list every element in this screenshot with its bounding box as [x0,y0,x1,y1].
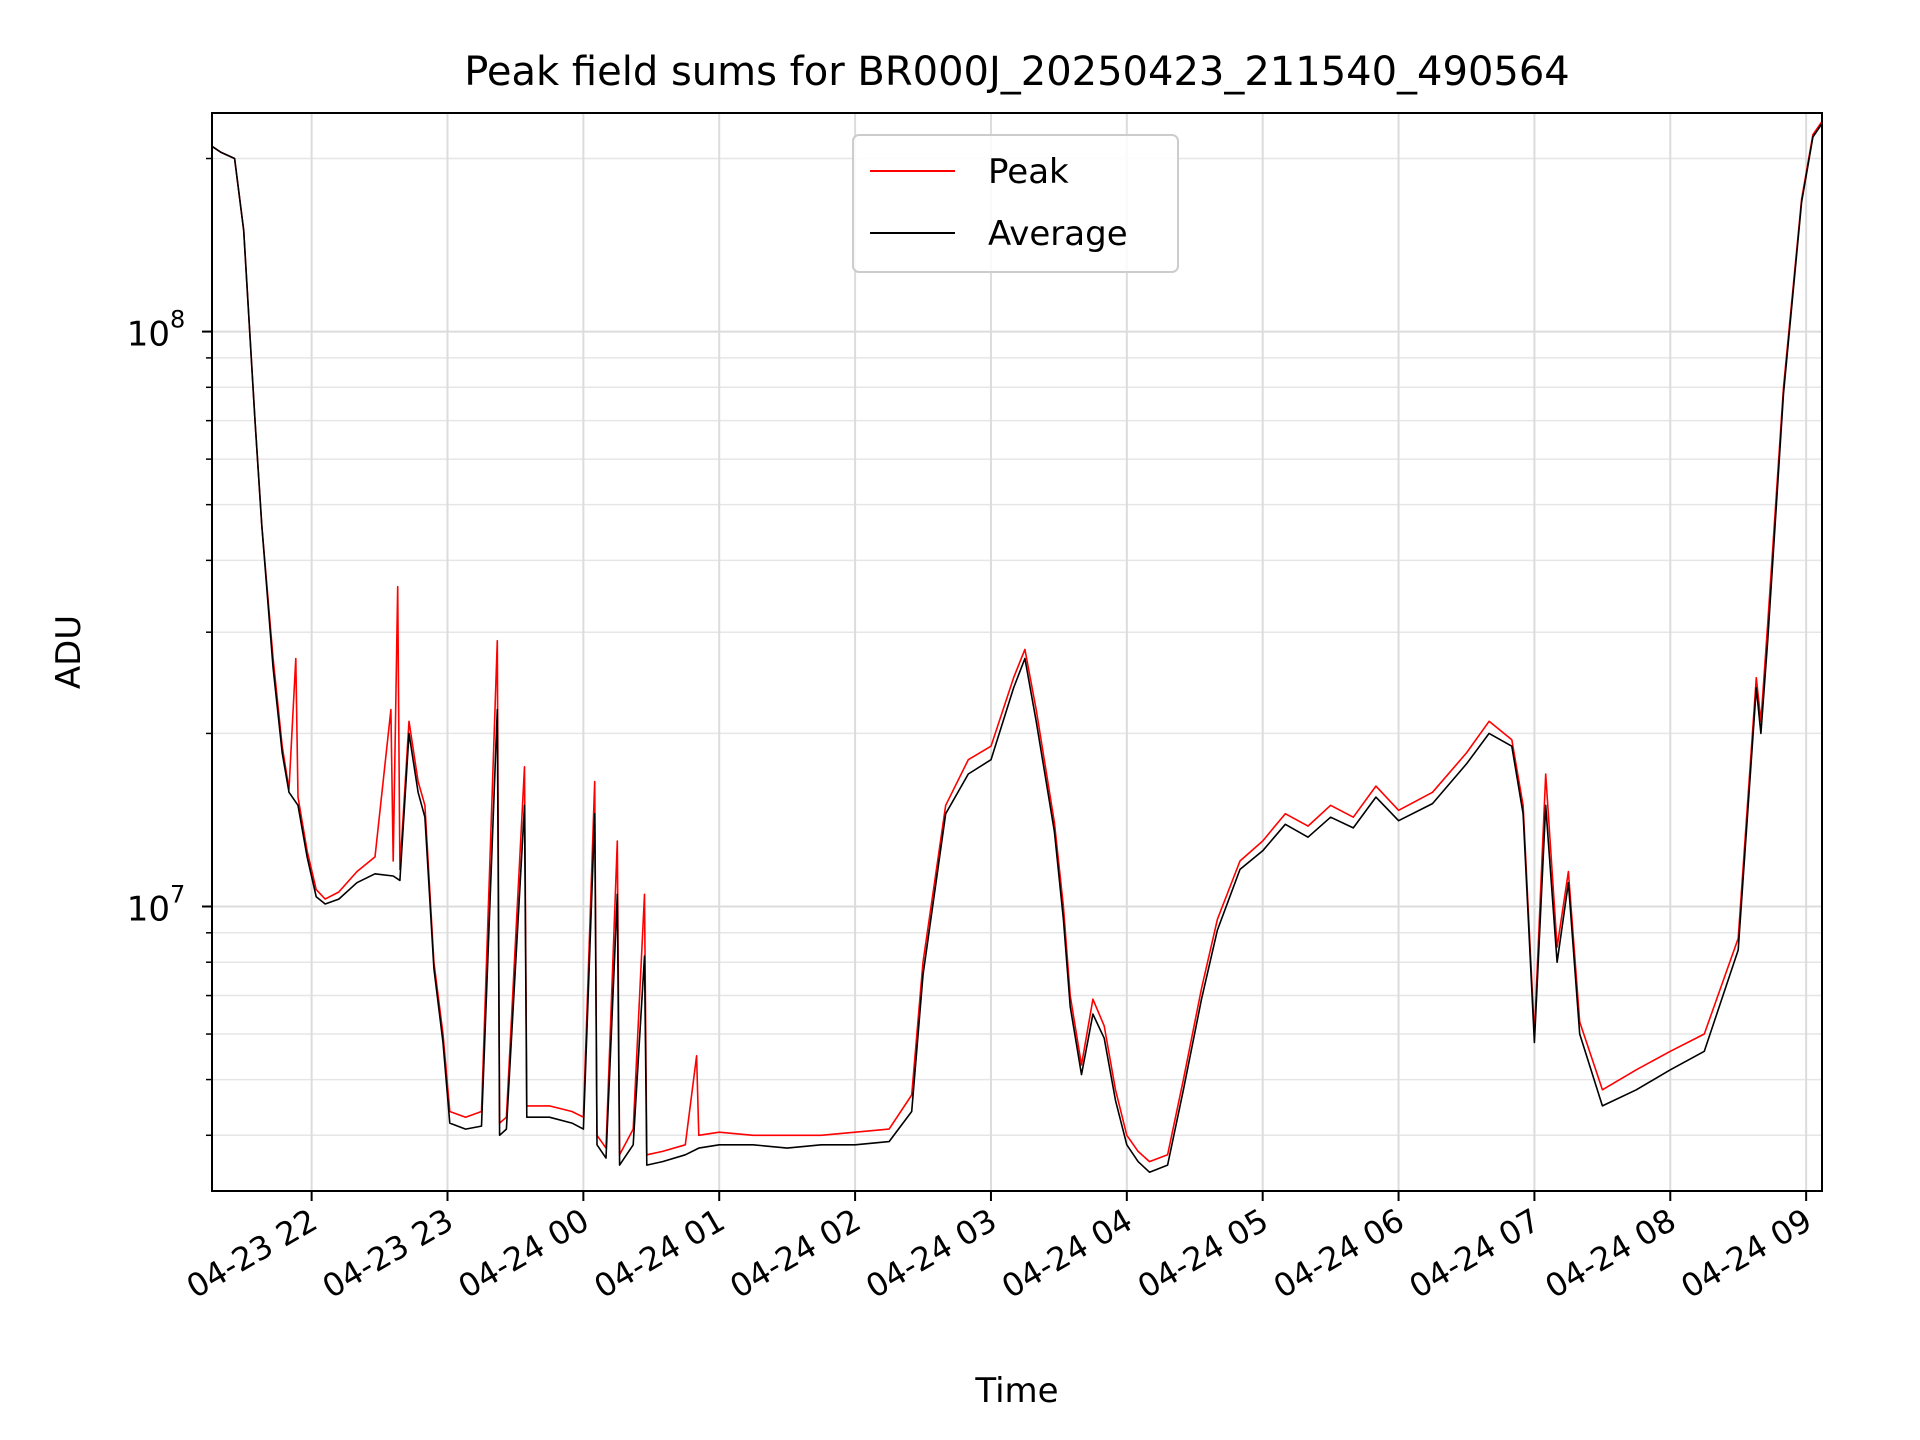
legend-box [852,134,1179,273]
chart-title: Peak field sums for BR000J_20250423_2115… [464,49,1570,95]
x-axis-label: Time [974,1371,1058,1411]
plot-lines [211,121,1823,1173]
series-line-peak [211,121,1823,1163]
legend-label-average: Average [988,214,1128,254]
y-tick-exponent: 8 [170,306,185,334]
legend: Peak Average [852,134,1179,273]
y-axis-label: ADU [49,615,89,689]
plot-frame [211,112,1823,1192]
legend-label-peak: Peak [988,152,1069,192]
y-tick-exponent: 7 [170,881,185,909]
series-line-average [211,123,1823,1173]
